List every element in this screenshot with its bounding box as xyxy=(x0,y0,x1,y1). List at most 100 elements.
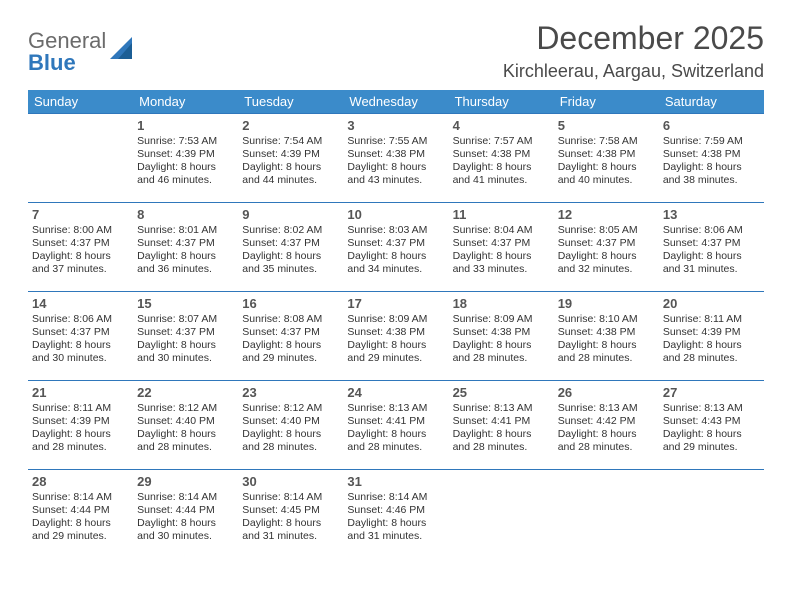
info-line: Sunrise: 8:00 AM xyxy=(32,224,129,237)
day-number: 13 xyxy=(663,207,760,222)
info-line: Daylight: 8 hours xyxy=(347,339,444,352)
calendar-day: 29Sunrise: 8:14 AMSunset: 4:44 PMDayligh… xyxy=(133,470,238,559)
info-line: Daylight: 8 hours xyxy=(558,161,655,174)
day-info: Sunrise: 8:13 AMSunset: 4:42 PMDaylight:… xyxy=(558,402,655,455)
day-info: Sunrise: 7:59 AMSunset: 4:38 PMDaylight:… xyxy=(663,135,760,188)
info-line: Daylight: 8 hours xyxy=(242,339,339,352)
calendar-empty xyxy=(28,114,133,203)
calendar-day: 7 Sunrise: 8:00 AMSunset: 4:37 PMDaylight… xyxy=(28,203,133,292)
month-title: December 2025 xyxy=(503,20,764,57)
day-info: Sunrise: 8:06 AMSunset: 4:37 PMDaylight:… xyxy=(32,313,129,366)
info-line: Daylight: 8 hours xyxy=(347,250,444,263)
day-number: 21 xyxy=(32,385,129,400)
day-number: 30 xyxy=(242,474,339,489)
day-info: Sunrise: 8:12 AMSunset: 4:40 PMDaylight:… xyxy=(242,402,339,455)
info-line: Sunrise: 7:54 AM xyxy=(242,135,339,148)
info-line: Sunrise: 8:14 AM xyxy=(242,491,339,504)
info-line: Sunrise: 8:14 AM xyxy=(32,491,129,504)
calendar-day: 4Sunrise: 7:57 AMSunset: 4:38 PMDaylight… xyxy=(449,114,554,203)
info-line: Daylight: 8 hours xyxy=(32,250,129,263)
info-line: Sunrise: 8:09 AM xyxy=(453,313,550,326)
info-line: Sunset: 4:37 PM xyxy=(453,237,550,250)
day-number: 3 xyxy=(347,118,444,133)
info-line: and 30 minutes. xyxy=(32,352,129,365)
info-line: Sunset: 4:45 PM xyxy=(242,504,339,517)
day-info: Sunrise: 8:14 AMSunset: 4:46 PMDaylight:… xyxy=(347,491,444,544)
info-line: Sunrise: 8:04 AM xyxy=(453,224,550,237)
info-line: Sunset: 4:37 PM xyxy=(32,326,129,339)
info-line: and 43 minutes. xyxy=(347,174,444,187)
info-line: Sunset: 4:39 PM xyxy=(242,148,339,161)
info-line: Sunset: 4:38 PM xyxy=(347,148,444,161)
info-line: Sunrise: 7:58 AM xyxy=(558,135,655,148)
info-line: and 28 minutes. xyxy=(137,441,234,454)
day-number: 28 xyxy=(32,474,129,489)
info-line: and 28 minutes. xyxy=(32,441,129,454)
info-line: Sunrise: 8:03 AM xyxy=(347,224,444,237)
info-line: Sunset: 4:40 PM xyxy=(242,415,339,428)
info-line: Sunset: 4:37 PM xyxy=(32,237,129,250)
calendar-day: 8Sunrise: 8:01 AMSunset: 4:37 PMDaylight… xyxy=(133,203,238,292)
info-line: Sunset: 4:37 PM xyxy=(347,237,444,250)
info-line: Daylight: 8 hours xyxy=(242,250,339,263)
day-number: 25 xyxy=(453,385,550,400)
day-info: Sunrise: 7:54 AMSunset: 4:39 PMDaylight:… xyxy=(242,135,339,188)
calendar-day: 22Sunrise: 8:12 AMSunset: 4:40 PMDayligh… xyxy=(133,381,238,470)
calendar-day: 26Sunrise: 8:13 AMSunset: 4:42 PMDayligh… xyxy=(554,381,659,470)
info-line: and 30 minutes. xyxy=(137,352,234,365)
info-line: and 29 minutes. xyxy=(242,352,339,365)
info-line: Sunset: 4:38 PM xyxy=(558,326,655,339)
calendar-day: 30 Sunrise: 8:14 AMSunset: 4:45 PMDayligh… xyxy=(238,470,343,559)
day-number: 17 xyxy=(347,296,444,311)
calendar-week: 28Sunrise: 8:14 AMSunset: 4:44 PMDayligh… xyxy=(28,470,764,559)
calendar-day: 10Sunrise: 8:03 AMSunset: 4:37 PMDayligh… xyxy=(343,203,448,292)
info-line: and 28 minutes. xyxy=(242,441,339,454)
calendar-day: 19 Sunrise: 8:10 AMSunset: 4:38 PMDayligh… xyxy=(554,292,659,381)
calendar-day: 15Sunrise: 8:07 AMSunset: 4:37 PMDayligh… xyxy=(133,292,238,381)
info-line: and 30 minutes. xyxy=(137,530,234,543)
info-line: Sunset: 4:40 PM xyxy=(137,415,234,428)
info-line: Daylight: 8 hours xyxy=(453,339,550,352)
calendar-day: 11Sunrise: 8:04 AMSunset: 4:37 PMDayligh… xyxy=(449,203,554,292)
calendar-day: 24Sunrise: 8:13 AMSunset: 4:41 PMDayligh… xyxy=(343,381,448,470)
day-info: Sunrise: 8:06 AMSunset: 4:37 PMDaylight:… xyxy=(663,224,760,277)
day-number: 7 xyxy=(32,207,129,222)
day-header: Saturday xyxy=(659,90,764,114)
info-line: Sunrise: 8:09 AM xyxy=(347,313,444,326)
info-line: and 29 minutes. xyxy=(347,352,444,365)
info-line: and 33 minutes. xyxy=(453,263,550,276)
info-line: Sunset: 4:44 PM xyxy=(32,504,129,517)
info-line: Sunset: 4:38 PM xyxy=(453,326,550,339)
info-line: Sunrise: 8:06 AM xyxy=(663,224,760,237)
info-line: and 34 minutes. xyxy=(347,263,444,276)
calendar-table: SundayMondayTuesdayWednesdayThursdayFrid… xyxy=(28,90,764,558)
calendar-head: SundayMondayTuesdayWednesdayThursdayFrid… xyxy=(28,90,764,114)
info-line: Sunset: 4:37 PM xyxy=(242,326,339,339)
info-line: Sunset: 4:37 PM xyxy=(137,237,234,250)
info-line: Sunset: 4:38 PM xyxy=(453,148,550,161)
day-info: Sunrise: 8:09 AMSunset: 4:38 PMDaylight:… xyxy=(347,313,444,366)
info-line: Daylight: 8 hours xyxy=(558,339,655,352)
day-number: 19 xyxy=(558,296,655,311)
location: Kirchleerau, Aargau, Switzerland xyxy=(503,61,764,82)
day-header-row: SundayMondayTuesdayWednesdayThursdayFrid… xyxy=(28,90,764,114)
info-line: and 38 minutes. xyxy=(663,174,760,187)
calendar-page: General Blue December 2025 Kirchleerau, … xyxy=(0,0,792,558)
calendar-day: 5Sunrise: 7:58 AMSunset: 4:38 PMDaylight… xyxy=(554,114,659,203)
info-line: Sunset: 4:44 PM xyxy=(137,504,234,517)
day-number: 2 xyxy=(242,118,339,133)
calendar-week: 7Sunrise: 8:00 AMSunset: 4:37 PMDaylight… xyxy=(28,203,764,292)
info-line: Sunset: 4:42 PM xyxy=(558,415,655,428)
day-info: Sunrise: 8:11 AMSunset: 4:39 PMDaylight:… xyxy=(32,402,129,455)
info-line: Daylight: 8 hours xyxy=(453,428,550,441)
info-line: Sunset: 4:38 PM xyxy=(347,326,444,339)
calendar-body: 1Sunrise: 7:53 AMSunset: 4:39 PMDaylight… xyxy=(28,114,764,559)
info-line: Daylight: 8 hours xyxy=(242,428,339,441)
info-line: and 28 minutes. xyxy=(663,352,760,365)
day-info: Sunrise: 8:14 AMSunset: 4:45 PMDaylight:… xyxy=(242,491,339,544)
info-line: Daylight: 8 hours xyxy=(137,517,234,530)
info-line: Sunrise: 7:53 AM xyxy=(137,135,234,148)
info-line: Daylight: 8 hours xyxy=(453,161,550,174)
info-line: Sunrise: 8:10 AM xyxy=(558,313,655,326)
info-line: Sunrise: 8:14 AM xyxy=(137,491,234,504)
